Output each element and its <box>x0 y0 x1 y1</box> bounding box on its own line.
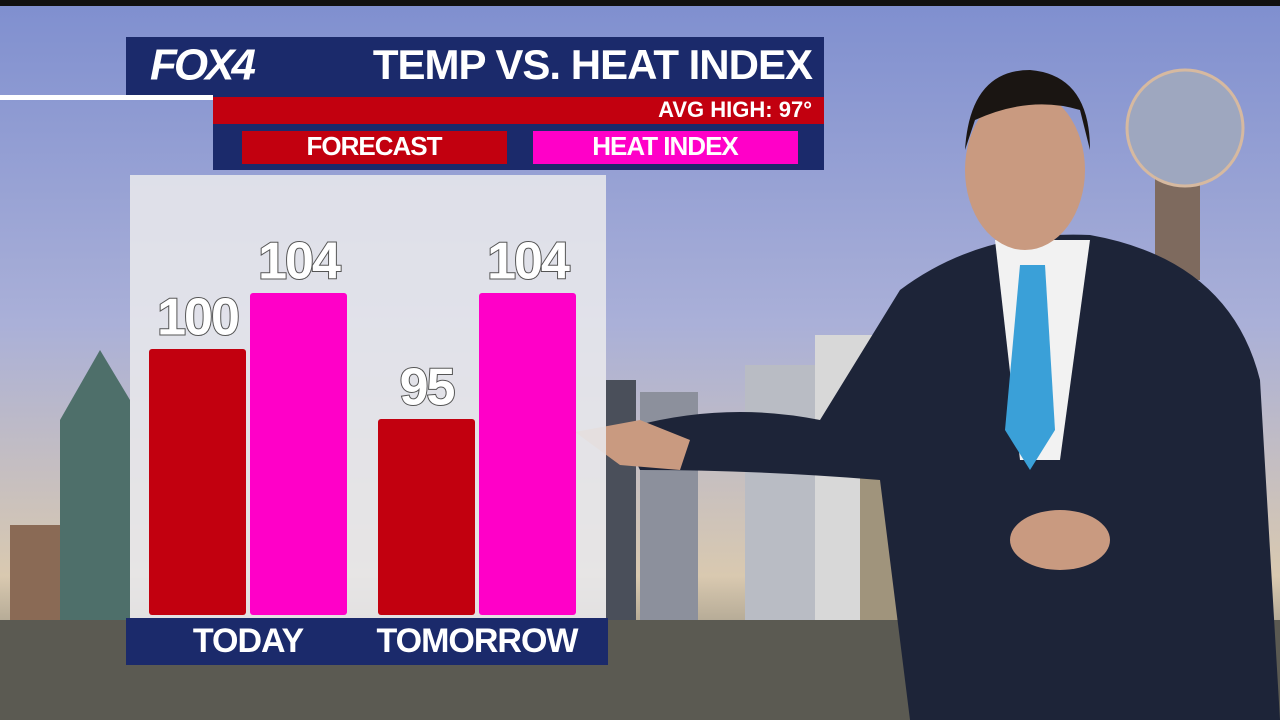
bar-label: 104 <box>258 233 341 291</box>
header-rule <box>0 95 213 100</box>
logo: FOX4 <box>150 41 255 90</box>
x-tick-label: TODAY <box>193 622 305 660</box>
bar-label: 100 <box>157 289 238 347</box>
annotation: AVG HIGH: 97° <box>658 97 812 122</box>
annotation-bar <box>213 97 824 124</box>
bar <box>378 419 475 615</box>
bar-label: 95 <box>400 359 455 417</box>
legend-swatch <box>242 131 507 164</box>
bar <box>479 293 576 615</box>
bar <box>250 293 347 615</box>
bar-label: 104 <box>487 233 570 291</box>
header-panel <box>126 37 824 97</box>
bar <box>149 349 246 615</box>
legend-label: FORECAST <box>307 131 443 161</box>
legend-label: HEAT INDEX <box>592 131 739 161</box>
category-panel <box>126 618 608 665</box>
top-strip <box>0 0 1280 6</box>
legend-swatch <box>533 131 798 164</box>
x-tick-label: TOMORROW <box>376 622 579 660</box>
chart-title: TEMP VS. HEAT INDEX <box>373 41 813 88</box>
